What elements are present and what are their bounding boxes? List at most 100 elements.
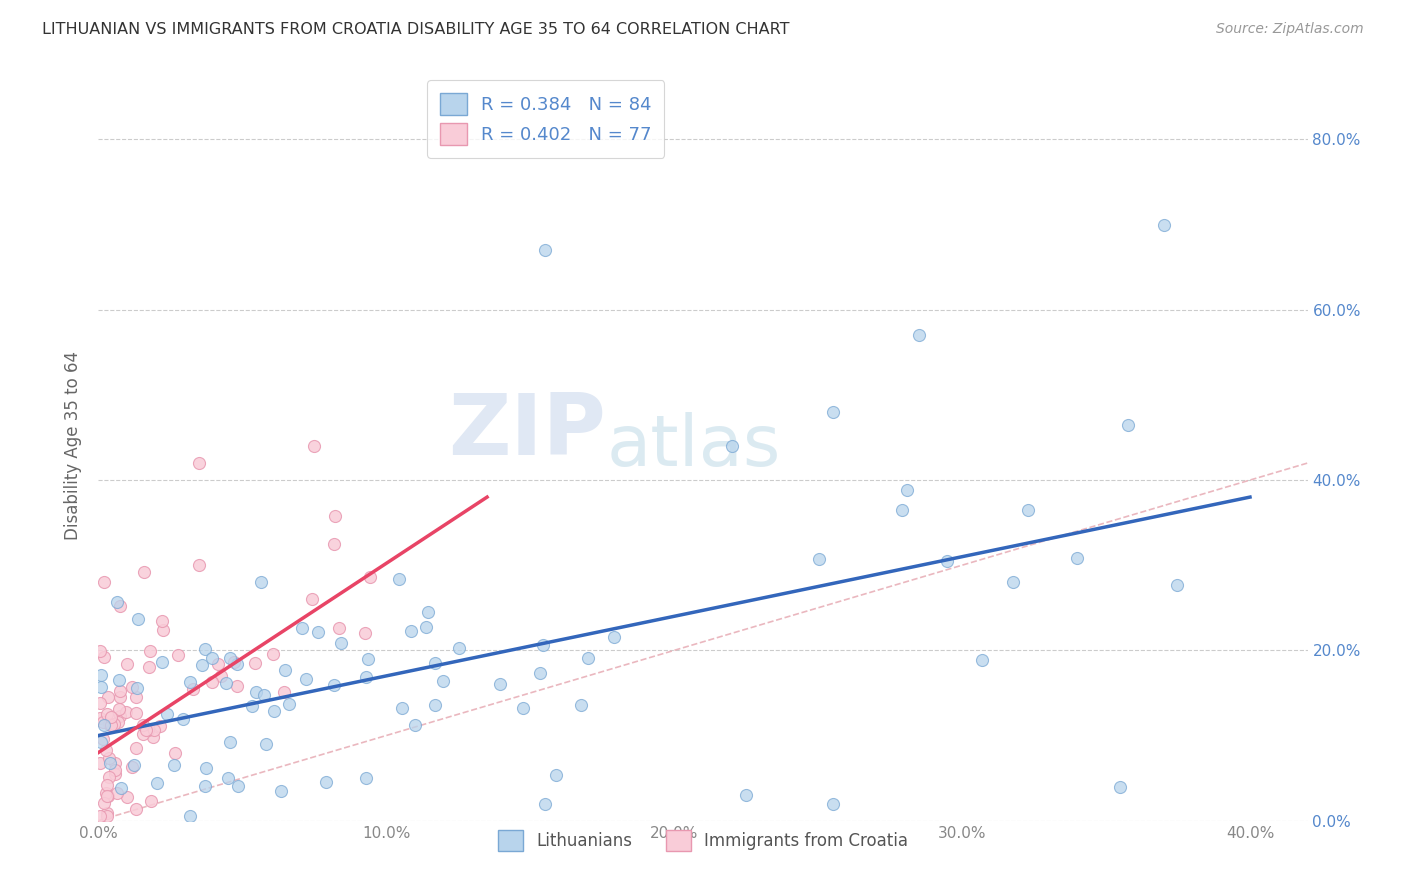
Point <box>90 668 112 682</box>
Point <box>96 743 118 757</box>
Point <box>108 673 131 688</box>
Point <box>720 439 742 453</box>
Point <box>165 746 187 760</box>
Point <box>89 809 111 823</box>
Point <box>423 698 446 712</box>
Text: ZIP: ZIP <box>449 390 606 473</box>
Point <box>304 439 326 453</box>
Point <box>569 698 592 713</box>
Point <box>357 651 380 665</box>
Point <box>529 665 551 680</box>
Point <box>98 756 121 771</box>
Point <box>167 648 190 663</box>
Point <box>93 575 115 590</box>
Point <box>449 640 471 655</box>
Point <box>93 797 115 811</box>
Point <box>122 758 145 772</box>
Point <box>96 778 118 792</box>
Point <box>399 624 422 638</box>
Point <box>226 657 249 671</box>
Point <box>121 760 143 774</box>
Point <box>93 650 115 665</box>
Point <box>172 713 194 727</box>
Point <box>188 456 211 470</box>
Point <box>191 658 214 673</box>
Point <box>179 809 201 823</box>
Text: LITHUANIAN VS IMMIGRANTS FROM CROATIA DISABILITY AGE 35 TO 64 CORRELATION CHART: LITHUANIAN VS IMMIGRANTS FROM CROATIA DI… <box>42 22 790 37</box>
Point <box>219 650 242 665</box>
Point <box>262 647 284 661</box>
Point <box>125 690 148 704</box>
Point <box>201 674 224 689</box>
Point <box>125 802 148 816</box>
Point <box>103 717 125 731</box>
Point <box>217 771 239 785</box>
Point <box>890 503 912 517</box>
Point <box>533 797 555 811</box>
Point <box>135 723 157 738</box>
Point <box>328 622 350 636</box>
Point <box>194 779 217 793</box>
Point <box>89 644 111 658</box>
Point <box>132 726 155 740</box>
Point <box>132 565 155 579</box>
Point <box>97 789 120 803</box>
Point <box>93 718 115 732</box>
Point <box>270 784 292 798</box>
Point <box>425 656 447 670</box>
Point <box>117 657 139 671</box>
Point <box>100 710 122 724</box>
Point <box>94 786 117 800</box>
Point <box>512 701 534 715</box>
Point <box>325 508 347 523</box>
Point <box>245 656 267 670</box>
Point <box>1153 218 1175 232</box>
Point <box>603 630 626 644</box>
Point <box>89 756 111 770</box>
Point <box>139 794 162 808</box>
Point <box>226 779 249 793</box>
Point <box>105 786 128 800</box>
Text: atlas: atlas <box>606 411 780 481</box>
Point <box>1017 503 1039 517</box>
Point <box>89 711 111 725</box>
Point <box>533 243 555 257</box>
Point <box>115 705 138 719</box>
Point <box>240 698 263 713</box>
Point <box>218 735 240 749</box>
Point <box>96 789 118 804</box>
Point <box>294 673 316 687</box>
Point <box>127 611 149 625</box>
Point <box>97 751 120 765</box>
Point <box>531 638 554 652</box>
Point <box>354 772 377 786</box>
Point <box>273 685 295 699</box>
Point <box>307 624 329 639</box>
Point <box>98 770 121 784</box>
Point <box>215 676 238 690</box>
Point <box>97 690 120 705</box>
Point <box>896 483 918 498</box>
Text: Source: ZipAtlas.com: Source: ZipAtlas.com <box>1216 22 1364 37</box>
Point <box>96 706 118 721</box>
Point <box>1109 780 1132 794</box>
Point <box>181 681 204 696</box>
Point <box>131 718 153 732</box>
Point <box>354 626 377 640</box>
Point <box>104 756 127 770</box>
Point <box>110 780 132 795</box>
Point <box>1066 550 1088 565</box>
Point <box>274 663 297 677</box>
Point <box>96 806 118 821</box>
Point <box>108 701 131 715</box>
Point <box>115 789 138 804</box>
Point <box>90 735 112 749</box>
Point <box>908 328 931 343</box>
Point <box>104 766 127 780</box>
Point <box>253 688 276 702</box>
Point <box>150 614 173 628</box>
Point <box>108 709 131 723</box>
Point <box>291 621 314 635</box>
Point <box>194 642 217 657</box>
Point <box>201 650 224 665</box>
